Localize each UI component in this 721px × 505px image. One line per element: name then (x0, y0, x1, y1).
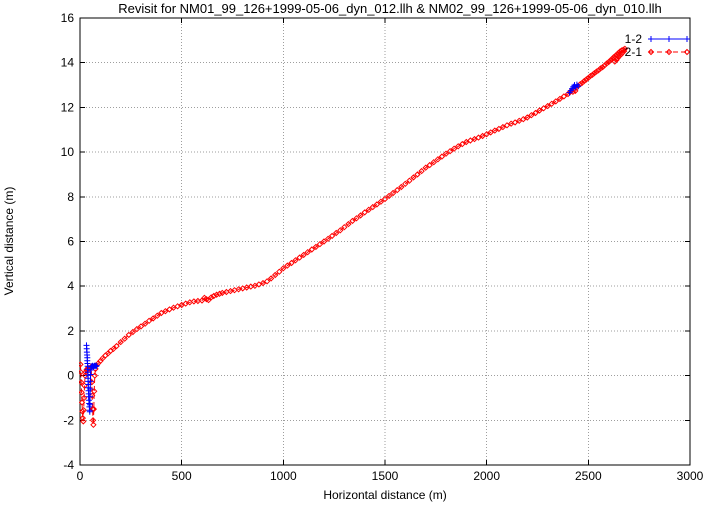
legend-entry-2-1: 2-1 (625, 45, 691, 59)
series-line-1-2 (86, 83, 579, 412)
grid (80, 18, 690, 465)
legend-sample-marker-2-1 (647, 48, 691, 56)
series-line-2-1 (79, 47, 626, 425)
axes: 0 500 1000 1500 2000 2500 3000 -4 -2 0 2 4 6 8 10 12 14 1… (61, 11, 704, 483)
x-tick-label: 0 (77, 469, 84, 483)
legend-sample-marker-1-2 (648, 36, 690, 42)
series-layer (79, 45, 629, 429)
legend-label-1-2: 1-2 (625, 32, 643, 46)
plot-border (79, 17, 691, 466)
series-2-1 (79, 45, 629, 429)
y-axis-label: Vertical distance (m) (2, 187, 16, 296)
legend-entry-1-2: 1-2 (625, 32, 690, 46)
legend: 1-22-1 (625, 32, 691, 59)
x-tick-label: 1500 (372, 469, 399, 483)
y-tick-label: 12 (61, 100, 75, 114)
y-tick-label: 16 (61, 11, 75, 25)
chart-title: Revisit for NM01_99_126+1999-05-06_dyn_0… (118, 1, 662, 16)
y-tick-label: 14 (61, 56, 75, 70)
legend-label-2-1: 2-1 (625, 45, 643, 59)
y-tick-label: 4 (67, 279, 74, 293)
x-tick-label: 3000 (677, 469, 704, 483)
series-1-2 (83, 81, 582, 415)
y-tick-label: 8 (67, 190, 74, 204)
y-tick-label: -4 (63, 458, 74, 472)
x-tick-label: 500 (172, 469, 192, 483)
x-tick-label: 2500 (575, 469, 602, 483)
x-axis-label: Horizontal distance (m) (323, 488, 446, 502)
series-markers-2-1 (79, 45, 629, 429)
x-tick-label: 2000 (473, 469, 500, 483)
y-tick-label: 0 (67, 369, 74, 383)
series-markers-1-2 (83, 81, 582, 415)
y-tick-label: 6 (67, 235, 74, 249)
y-tick-label: 10 (61, 145, 75, 159)
y-tick-label: -2 (63, 413, 74, 427)
y-tick-label: 2 (67, 324, 74, 338)
x-tick-label: 1000 (270, 469, 297, 483)
